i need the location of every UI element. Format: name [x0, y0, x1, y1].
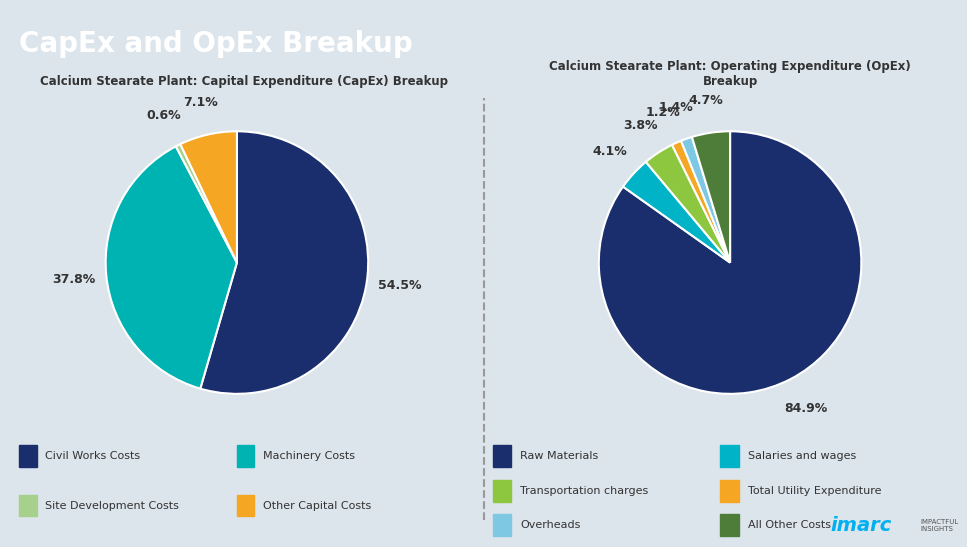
- Bar: [720, 480, 739, 502]
- Bar: [19, 445, 37, 467]
- Wedge shape: [623, 162, 730, 263]
- Text: Machinery Costs: Machinery Costs: [263, 451, 355, 461]
- Bar: [237, 494, 254, 516]
- Text: IMPACTFUL
INSIGHTS: IMPACTFUL INSIGHTS: [921, 519, 958, 532]
- Wedge shape: [672, 141, 730, 263]
- Text: 54.5%: 54.5%: [378, 279, 421, 292]
- Text: Total Utility Expenditure: Total Utility Expenditure: [747, 486, 881, 496]
- Text: 84.9%: 84.9%: [784, 402, 827, 415]
- Text: 4.7%: 4.7%: [689, 94, 723, 107]
- Wedge shape: [200, 131, 368, 394]
- Text: imarc: imarc: [830, 516, 892, 534]
- Text: 1.2%: 1.2%: [646, 106, 681, 119]
- Bar: [720, 445, 739, 467]
- Text: 37.8%: 37.8%: [52, 272, 96, 286]
- Wedge shape: [692, 131, 730, 263]
- Bar: [493, 514, 512, 536]
- Text: 3.8%: 3.8%: [624, 119, 658, 132]
- Text: Transportation charges: Transportation charges: [520, 486, 649, 496]
- Text: Other Capital Costs: Other Capital Costs: [263, 501, 371, 510]
- Text: 7.1%: 7.1%: [183, 96, 218, 109]
- Wedge shape: [599, 131, 862, 394]
- Wedge shape: [681, 137, 730, 263]
- Text: Civil Works Costs: Civil Works Costs: [45, 451, 140, 461]
- Bar: [720, 514, 739, 536]
- Text: 1.4%: 1.4%: [659, 101, 693, 114]
- Bar: [237, 445, 254, 467]
- Text: All Other Costs: All Other Costs: [747, 520, 831, 530]
- Text: Site Development Costs: Site Development Costs: [45, 501, 179, 510]
- Wedge shape: [180, 131, 237, 263]
- Wedge shape: [105, 147, 237, 388]
- Text: Raw Materials: Raw Materials: [520, 451, 599, 461]
- Text: CapEx and OpEx Breakup: CapEx and OpEx Breakup: [19, 30, 413, 59]
- Wedge shape: [646, 145, 730, 263]
- Bar: [493, 445, 512, 467]
- Bar: [19, 494, 37, 516]
- Title: Calcium Stearate Plant: Operating Expenditure (OpEx)
Breakup: Calcium Stearate Plant: Operating Expend…: [549, 60, 911, 88]
- Text: Overheads: Overheads: [520, 520, 581, 530]
- Text: 0.6%: 0.6%: [146, 109, 181, 123]
- Text: Calcium Stearate Plant: Capital Expenditure (CapEx) Breakup: Calcium Stearate Plant: Capital Expendit…: [40, 74, 448, 88]
- Text: Salaries and wages: Salaries and wages: [747, 451, 856, 461]
- Wedge shape: [176, 144, 237, 263]
- Text: 4.1%: 4.1%: [592, 145, 627, 158]
- Bar: [493, 480, 512, 502]
